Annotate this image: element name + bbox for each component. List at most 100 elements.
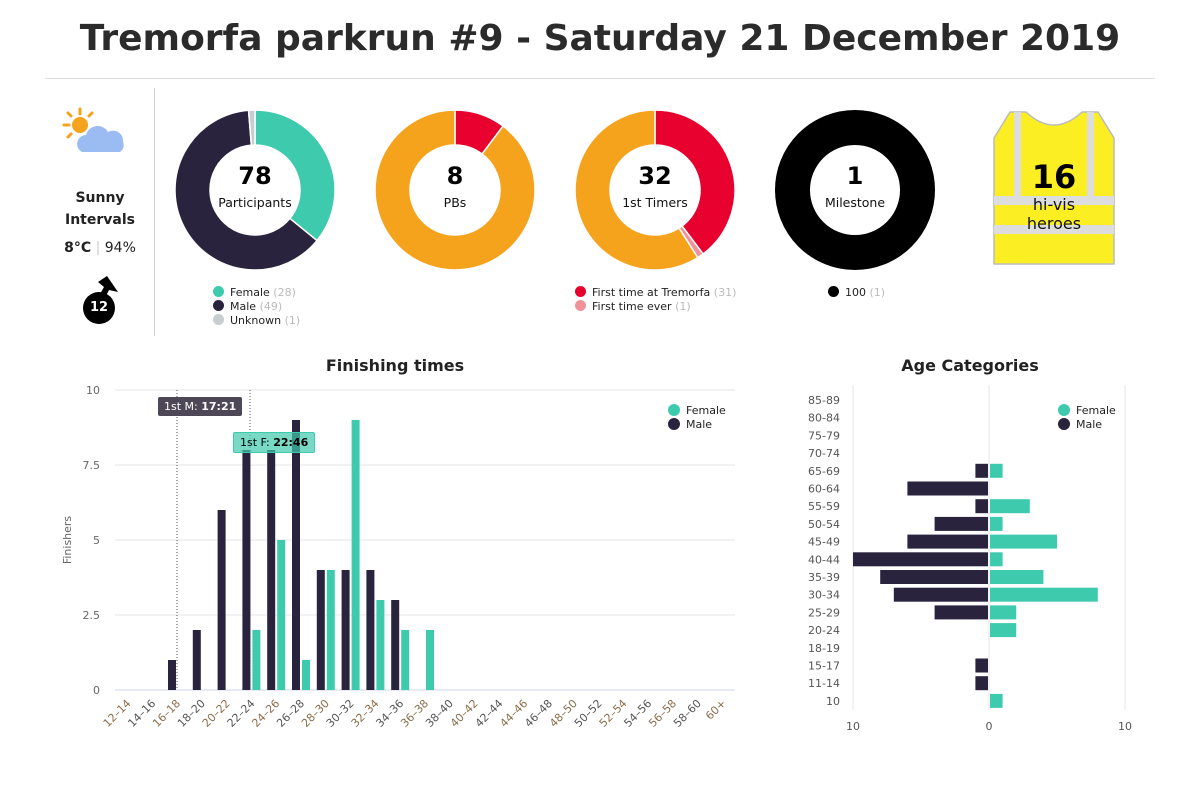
- legend-dot-icon: [213, 314, 224, 325]
- hivis-label-line1: hi-vis: [1032, 195, 1076, 214]
- hivis-label: hi-vis heroes: [990, 195, 1118, 233]
- male-bar: [880, 570, 988, 584]
- page-title: Tremorfa parkrun #9 - Saturday 21 Decemb…: [79, 18, 1121, 59]
- hivis-label-line2: heroes: [1026, 214, 1082, 233]
- donut-label: 1st Timers: [622, 195, 688, 210]
- weather-condition-line1: Sunny: [75, 190, 125, 206]
- legend-item: First time at Tremorfa (31): [575, 286, 736, 300]
- legend-count: (1): [284, 314, 301, 327]
- y-tick-label: 2.5: [83, 609, 101, 622]
- male-bar: [975, 658, 988, 673]
- male-bar: [267, 450, 276, 690]
- legend-label: Male: [1076, 418, 1102, 431]
- hivis-count: 16: [1031, 158, 1077, 196]
- first-female-time: 22:46: [273, 436, 309, 449]
- y-tick-label: 11-14: [808, 677, 840, 690]
- female-bar: [326, 570, 335, 690]
- donut-segment: [654, 110, 735, 256]
- x-tick-label: 10: [1118, 720, 1132, 733]
- female-bar: [990, 623, 1017, 638]
- male-bar: [975, 676, 988, 691]
- donut-chart: [575, 110, 735, 270]
- female-bar: [376, 600, 385, 690]
- first-male-tooltip: 1st M: 17:21: [158, 397, 243, 416]
- male-bar: [853, 552, 988, 567]
- legend-label: Female: [686, 404, 726, 417]
- hi-vis-vest-icon: [993, 111, 1115, 265]
- y-tick-label: 75-79: [808, 429, 840, 442]
- donut-chart: [375, 110, 535, 270]
- age-categories-title: Age Categories: [901, 356, 1039, 375]
- age-categories-chart: 10 0 10 85-89 80-84 75-79 70-74 65-69 60-64 55-59…: [808, 385, 1132, 733]
- legend-label: First time ever: [592, 300, 672, 313]
- temperature: 8°C: [64, 240, 92, 256]
- legend-count: (49): [259, 300, 283, 313]
- legend-dot-icon: [828, 286, 839, 297]
- female-bar: [252, 630, 261, 690]
- y-tick-label: 15-17: [808, 660, 840, 673]
- female-bar: [990, 570, 1044, 584]
- donut-segment: [775, 110, 935, 270]
- legend-label: Female: [230, 286, 270, 299]
- male-bar: [192, 630, 201, 690]
- legend-count: (31): [713, 286, 737, 299]
- male-bar: [975, 499, 988, 514]
- sun-cloud-icon: [62, 107, 124, 152]
- y-tick-label: 85-89: [808, 394, 840, 407]
- male-bar: [292, 420, 300, 690]
- male-bar: [907, 481, 988, 496]
- tooltip-prefix: 1st F:: [240, 436, 274, 449]
- female-bar: [401, 630, 410, 690]
- female-bar: [277, 540, 286, 690]
- male-bar: [975, 463, 988, 478]
- legend-dot-icon: [575, 300, 586, 311]
- donut-label: PBs: [443, 195, 467, 210]
- legend-dot-icon: [213, 300, 224, 311]
- legend-label: Unknown: [230, 314, 282, 327]
- donut-label: Milestone: [824, 195, 886, 210]
- female-bar: [990, 499, 1030, 514]
- divider: [45, 78, 1155, 79]
- legend-dot-icon: [1058, 404, 1070, 416]
- male-bar: [366, 570, 375, 690]
- legend-count: (1): [869, 286, 886, 299]
- legend-dot-icon: [213, 286, 224, 297]
- legend-label: Male: [686, 418, 712, 431]
- legend-label: 100: [845, 286, 866, 299]
- y-axis-label: Finishers: [61, 516, 74, 565]
- donut-segment: [247, 110, 256, 146]
- y-tick-label: 40-44: [808, 553, 840, 566]
- male-bar: [341, 570, 350, 690]
- legend-item: Unknown (1): [213, 314, 300, 328]
- tooltip-prefix: 1st M:: [164, 400, 202, 413]
- y-tick-label: 25-29: [808, 606, 840, 619]
- wind-arrow-icon: [83, 276, 118, 324]
- male-bar: [217, 510, 226, 690]
- y-tick-label: 55-59: [808, 500, 840, 513]
- donut-legend: 100 (1): [828, 286, 885, 300]
- donut-segment: [254, 110, 335, 242]
- legend-dot-icon: [575, 286, 586, 297]
- female-bar: [990, 552, 1003, 567]
- donut-value: 78: [238, 162, 272, 190]
- legend-item: First time ever (1): [575, 300, 736, 314]
- female-bar: [990, 587, 1098, 602]
- male-bar: [168, 660, 176, 690]
- legend-dot-icon: [1058, 418, 1070, 430]
- y-tick-label: 5: [93, 534, 100, 547]
- donut-value: 8: [446, 162, 464, 190]
- y-tick-label: 30-34: [808, 589, 840, 602]
- y-tick-label: 20-24: [808, 624, 840, 637]
- y-tick-label: 18-19: [808, 642, 840, 655]
- donut-chart: [175, 110, 335, 270]
- female-bar: [990, 693, 1003, 708]
- weather-condition: Sunny Intervals: [45, 190, 155, 228]
- y-tick-label: 60-64: [808, 483, 840, 496]
- male-bar: [934, 516, 988, 531]
- y-tick-label: 50-54: [808, 518, 840, 531]
- y-tick-label: 7.5: [83, 459, 101, 472]
- wind-speed: 12: [89, 300, 109, 315]
- female-bar: [426, 630, 434, 690]
- y-tick-label: 45-49: [808, 536, 840, 549]
- donut-legend: First time at Tremorfa (31) First time ev…: [575, 286, 736, 314]
